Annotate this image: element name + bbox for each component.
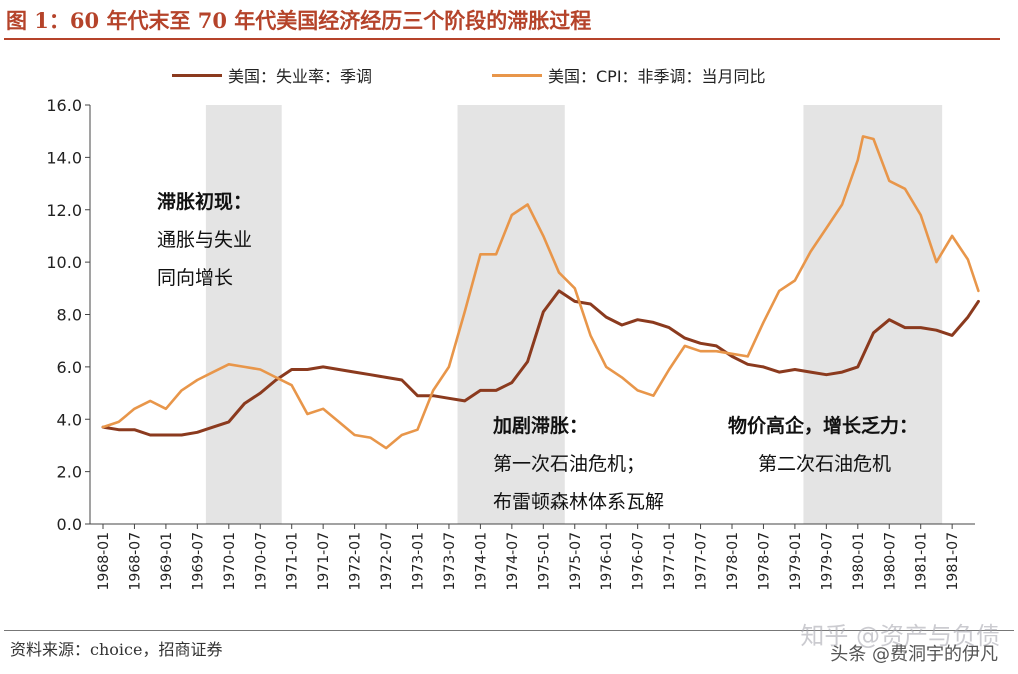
shaded-periods xyxy=(205,105,943,524)
x-tick-label: 1972-01 xyxy=(348,532,364,591)
source-note: 资料来源：choice，招商证券 xyxy=(10,640,223,659)
x-tick-label: 1972-07 xyxy=(379,532,395,591)
x-tick-label: 1970-01 xyxy=(222,532,238,591)
legend-label-unemployment: 美国：失业率：季调 xyxy=(228,67,373,86)
y-tick-label: 4.0 xyxy=(57,410,82,429)
x-tick-label: 1973-07 xyxy=(442,532,458,591)
x-tick-label: 1980-07 xyxy=(882,532,898,591)
x-tick-label: 1971-01 xyxy=(285,532,301,591)
annotation-1-line-3: 同向增长 xyxy=(157,267,233,289)
series-lines xyxy=(101,135,980,450)
annotation-3-line-2: 第二次石油危机 xyxy=(758,453,891,475)
y-tick-label: 0.0 xyxy=(57,515,82,534)
y-tick-label: 8.0 xyxy=(57,306,82,325)
annotation-2-line-2: 第一次石油危机； xyxy=(493,453,645,475)
x-axis-ticks: 1968-01 1968-07 1969-01 1969-07 1970-01 1970-… xyxy=(96,524,961,591)
annotation-1-line-2: 通胀与失业 xyxy=(157,229,252,251)
x-tick-label: 1970-07 xyxy=(253,532,269,591)
watermark-secondary: 头条 @费洞宇的伊凡 xyxy=(830,644,998,665)
x-tick-label: 1968-07 xyxy=(127,532,143,591)
x-tick-label: 1975-07 xyxy=(568,532,584,591)
x-tick-label: 1979-01 xyxy=(788,532,804,591)
x-tick-label: 1977-01 xyxy=(662,532,678,591)
y-axis-ticks: 0.0 2.0 4.0 6.0 8.0 10.0 12.0 14.0 16.0 xyxy=(46,96,90,534)
annotation-2-line-1: 加剧滞胀： xyxy=(492,415,588,437)
x-tick-label: 1978-07 xyxy=(756,532,772,591)
legend-swatch-cpi xyxy=(492,73,542,77)
series-line-unemployment xyxy=(101,289,980,437)
y-tick-label: 6.0 xyxy=(57,358,82,377)
x-tick-label: 1976-07 xyxy=(631,532,647,591)
x-tick-label: 1979-07 xyxy=(819,532,835,591)
footer-rule xyxy=(4,630,1014,631)
x-tick-label: 1977-07 xyxy=(694,532,710,591)
x-tick-label: 1981-07 xyxy=(945,532,961,591)
x-tick-label: 1969-01 xyxy=(159,532,175,591)
x-tick-label: 1981-01 xyxy=(914,532,930,591)
legend-label-cpi: 美国：CPI：非季调：当月同比 xyxy=(548,67,766,86)
legend-item-cpi: 美国：CPI：非季调：当月同比 xyxy=(492,62,766,88)
y-tick-label: 2.0 xyxy=(57,463,82,482)
y-tick-label: 16.0 xyxy=(46,96,82,115)
annotation-2-line-3: 布雷顿森林体系瓦解 xyxy=(493,491,664,513)
series-line-cpi xyxy=(101,135,980,450)
watermark: 知乎 @资产与负债 xyxy=(800,622,1000,650)
y-tick-label: 14.0 xyxy=(46,148,82,167)
chart-title: 图 1：60 年代末至 70 年代美国经济经历三个阶段的滞胀过程 xyxy=(6,8,592,33)
x-tick-label: 1975-01 xyxy=(536,532,552,591)
x-tick-label: 1974-01 xyxy=(473,532,489,591)
y-tick-label: 10.0 xyxy=(46,253,82,272)
x-tick-label: 1980-01 xyxy=(851,532,867,591)
x-tick-label: 1974-07 xyxy=(505,532,521,591)
x-tick-label: 1969-07 xyxy=(190,532,206,591)
legend: 美国：失业率：季调 美国：CPI：非季调：当月同比 xyxy=(0,62,1018,88)
x-tick-label: 1968-01 xyxy=(96,532,112,591)
legend-item-unemployment: 美国：失业率：季调 xyxy=(172,62,372,88)
annotation-3-line-1: 物价高企，增长乏力： xyxy=(728,414,918,437)
x-tick-label: 1973-01 xyxy=(411,532,427,591)
x-tick-label: 1978-01 xyxy=(725,532,741,591)
title-underline xyxy=(4,38,1000,40)
x-tick-label: 1971-07 xyxy=(316,532,332,591)
shaded-period-2 xyxy=(457,105,565,524)
x-tick-label: 1976-01 xyxy=(599,532,615,591)
legend-swatch-unemployment xyxy=(172,73,222,77)
shaded-period-1 xyxy=(205,105,282,524)
y-tick-label: 12.0 xyxy=(46,201,82,220)
shaded-period-3 xyxy=(803,105,943,524)
annotation-1-line-1: 滞胀初现： xyxy=(157,190,252,213)
